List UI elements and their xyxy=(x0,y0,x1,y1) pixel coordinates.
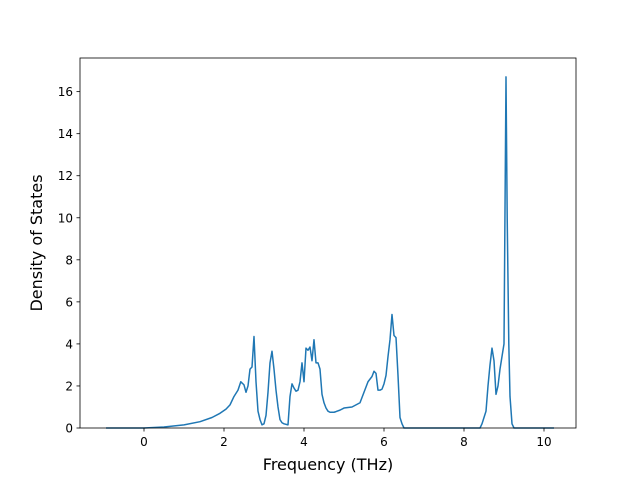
plot-marks xyxy=(106,76,554,429)
axis-ticks: 0 2 4 6 8 10 0 2 4 6 8 10 12 14 16 xyxy=(58,85,552,449)
y-tick-label: 2 xyxy=(65,379,73,393)
y-tick-label: 6 xyxy=(65,295,73,309)
y-tick-label: 16 xyxy=(58,85,73,99)
x-tick-label: 2 xyxy=(220,435,228,449)
y-tick-label: 10 xyxy=(58,211,73,225)
x-axis-label: Frequency (THz) xyxy=(263,455,393,474)
y-tick-label: 4 xyxy=(65,337,73,351)
x-tick-label: 0 xyxy=(140,435,148,449)
plot-background xyxy=(80,58,576,428)
x-tick-label: 10 xyxy=(536,435,551,449)
y-tick-label: 12 xyxy=(58,169,73,183)
x-tick-label: 6 xyxy=(380,435,388,449)
x-tick-label: 8 xyxy=(460,435,468,449)
x-tick-label: 4 xyxy=(300,435,308,449)
y-axis-label: Density of States xyxy=(27,174,46,311)
y-tick-label: 8 xyxy=(65,253,73,267)
dos-line-series-0 xyxy=(106,76,554,429)
y-tick-label: 0 xyxy=(65,422,73,436)
y-tick-label: 14 xyxy=(58,127,73,141)
plot-frame xyxy=(79,57,577,429)
